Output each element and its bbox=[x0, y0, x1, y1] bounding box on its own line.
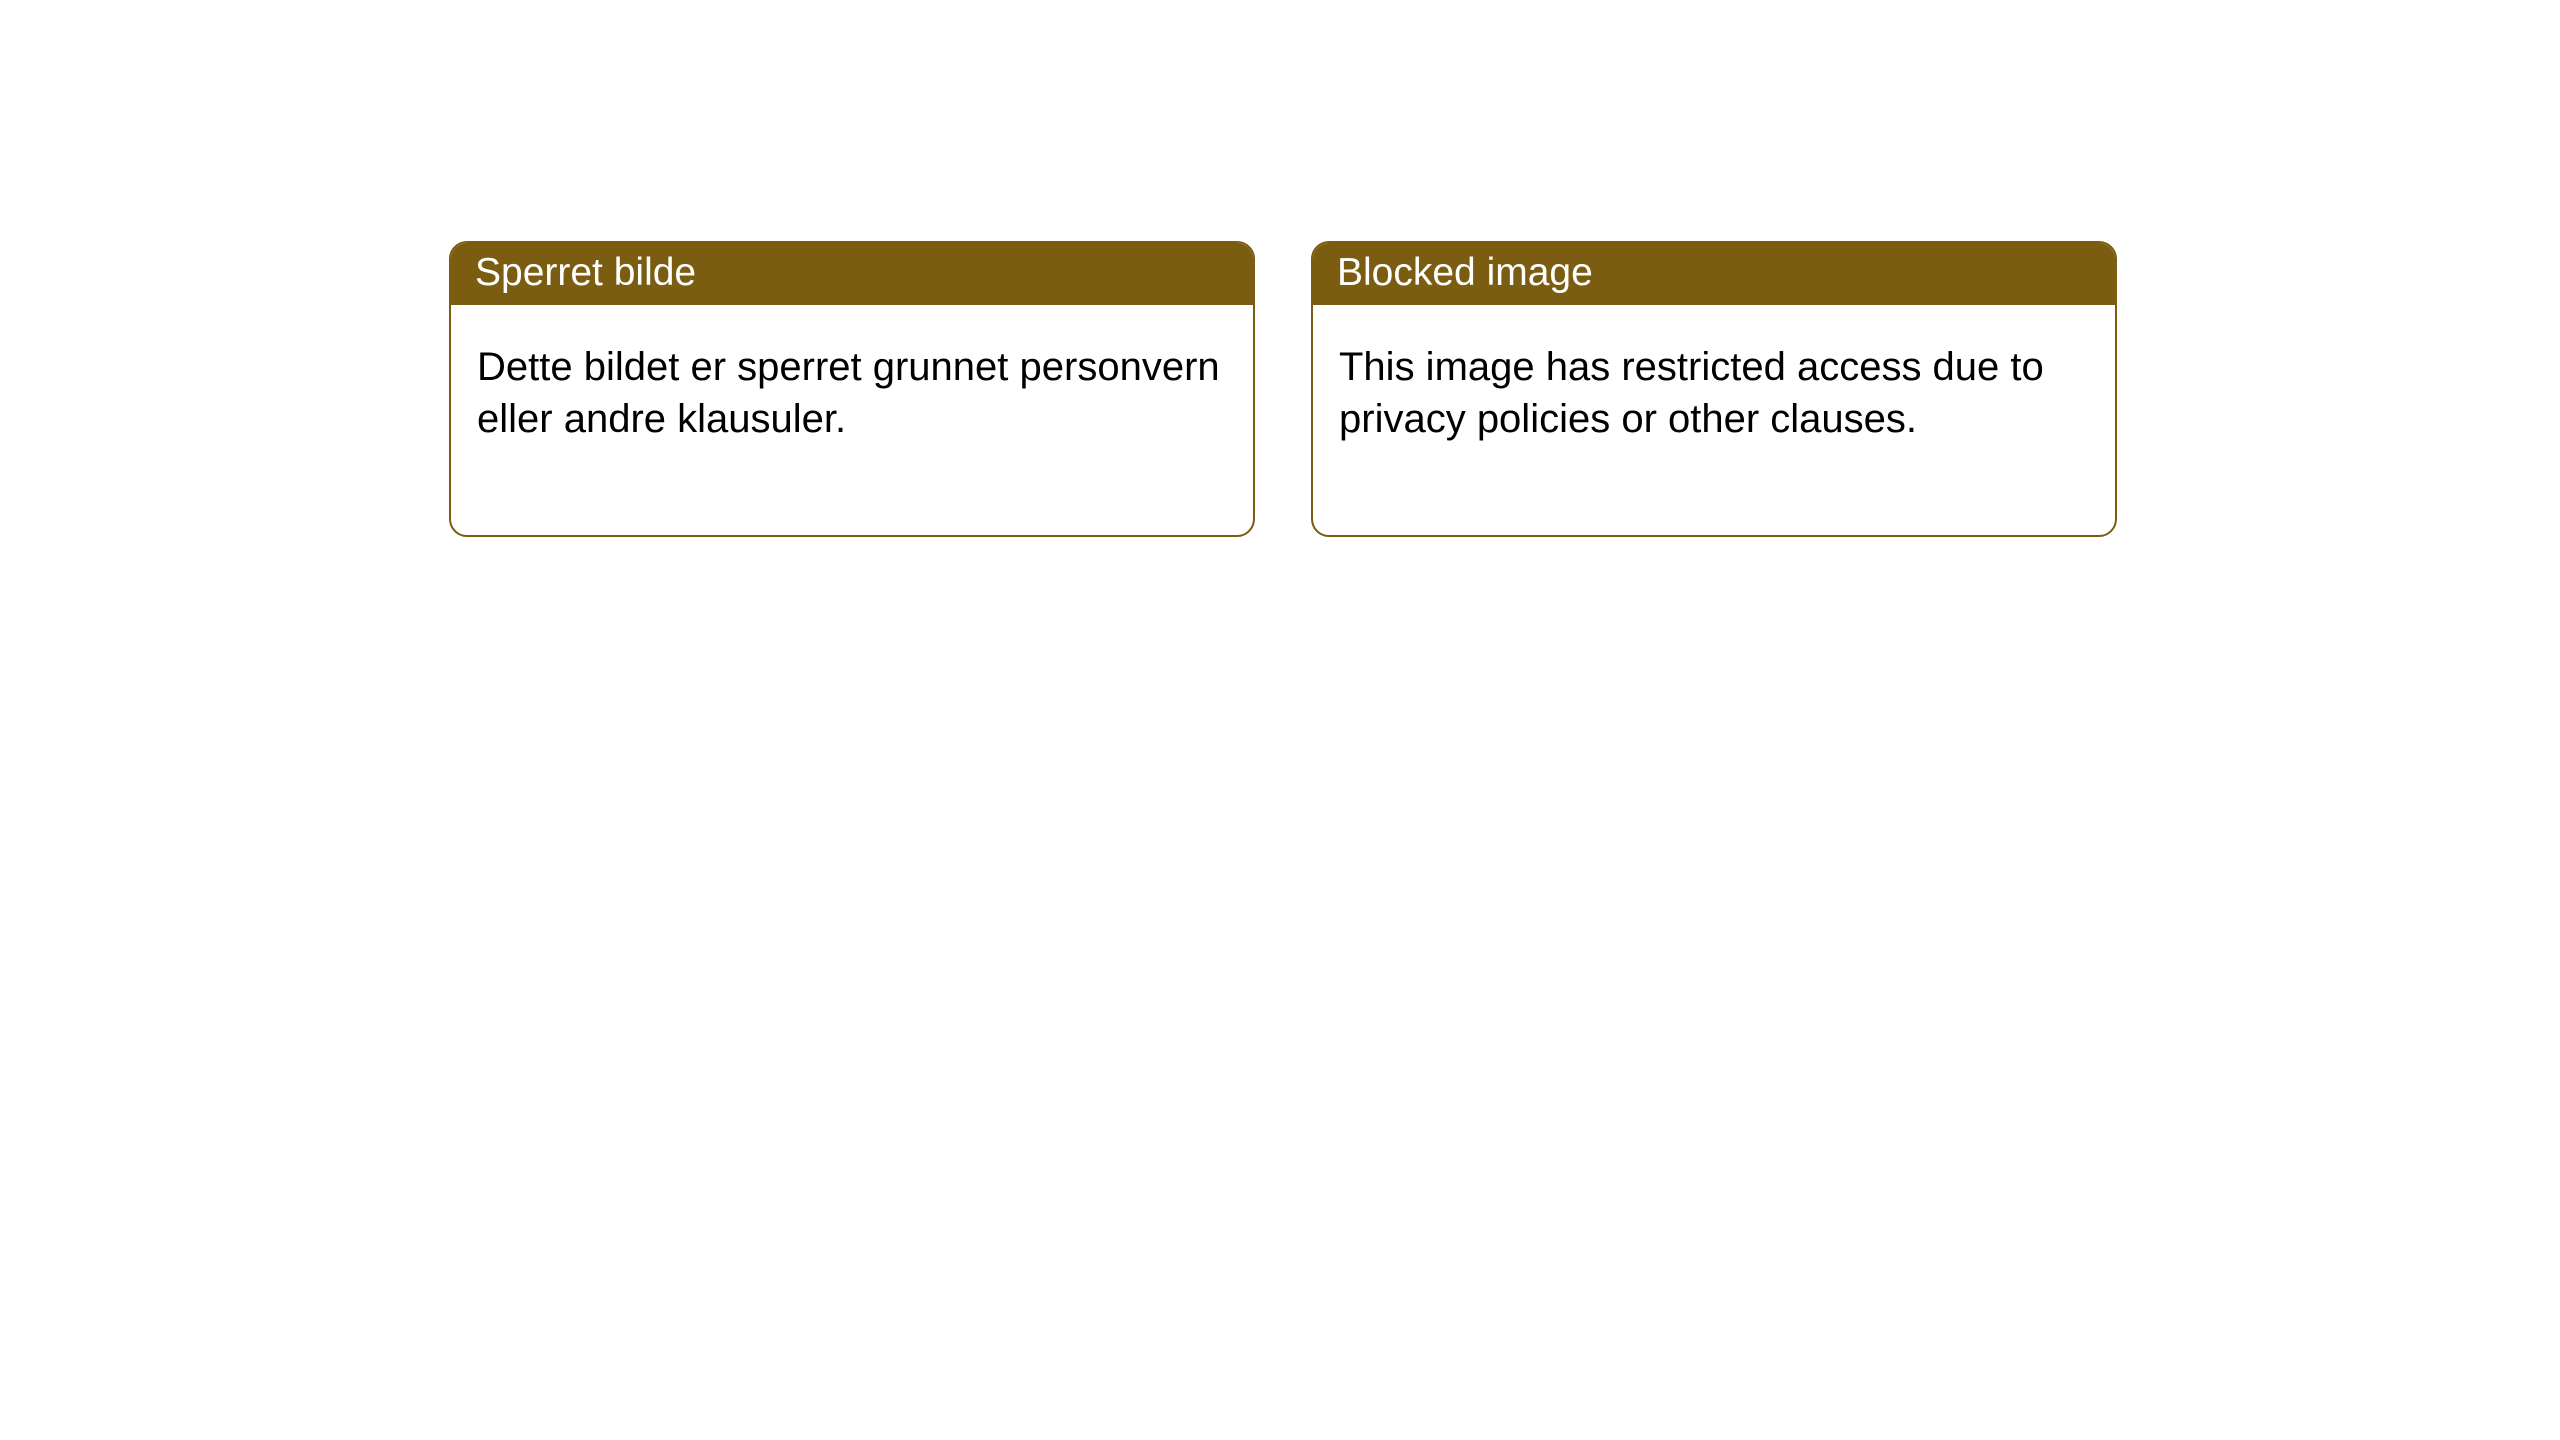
notice-card-norwegian: Sperret bilde Dette bildet er sperret gr… bbox=[449, 241, 1255, 537]
card-header: Blocked image bbox=[1313, 243, 2115, 305]
card-body: This image has restricted access due to … bbox=[1313, 305, 2115, 535]
card-message: Dette bildet er sperret grunnet personve… bbox=[477, 345, 1220, 441]
notice-container: Sperret bilde Dette bildet er sperret gr… bbox=[0, 0, 2560, 537]
card-message: This image has restricted access due to … bbox=[1339, 345, 2044, 441]
card-title: Blocked image bbox=[1337, 251, 1593, 294]
notice-card-english: Blocked image This image has restricted … bbox=[1311, 241, 2117, 537]
card-body: Dette bildet er sperret grunnet personve… bbox=[451, 305, 1253, 535]
card-title: Sperret bilde bbox=[475, 251, 696, 294]
card-header: Sperret bilde bbox=[451, 243, 1253, 305]
